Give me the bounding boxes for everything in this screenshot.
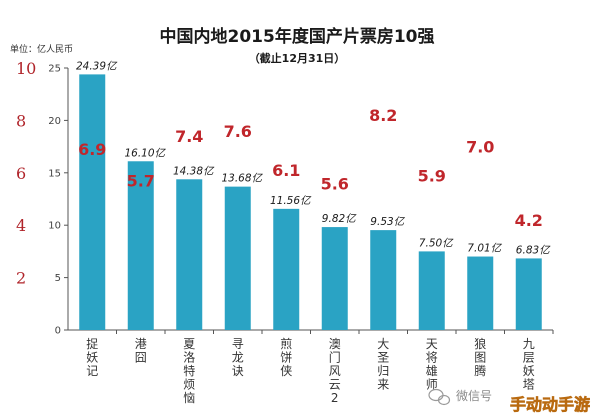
bar-value-label: 9.82亿 (322, 213, 357, 225)
y-axis-label: 单位：亿人民币 (10, 43, 73, 55)
x-tick-label: 九层妖塔 (523, 337, 535, 392)
rating-label: 7.4 (175, 127, 203, 146)
rating-axis-label: 2 (16, 269, 26, 288)
bar (467, 256, 494, 330)
bar (79, 74, 106, 331)
rating-label: 6.9 (78, 140, 106, 159)
bar-value-label: 7.01亿 (467, 243, 502, 255)
x-tick-label: 煎饼侠 (280, 336, 292, 378)
y-tick-label: 10 (48, 221, 61, 232)
bar-value-label: 13.68亿 (221, 173, 263, 185)
bar-value-label: 6.83亿 (516, 244, 551, 256)
rating-label: 8.2 (369, 106, 397, 125)
bar-value-label: 16.10亿 (124, 147, 166, 159)
x-tick-label: 狼图腾 (474, 336, 486, 378)
bar (321, 227, 348, 330)
y-tick-label: 20 (48, 116, 61, 127)
rating-axis-label: 4 (16, 216, 26, 235)
bar-value-label: 9.53亿 (370, 216, 405, 228)
rating-label: 7.0 (466, 138, 494, 157)
rating-axis-label: 10 (16, 59, 36, 78)
watermark: 微信号 手动动手游 (428, 388, 590, 414)
rating-label: 5.6 (321, 174, 349, 193)
rating-label: 6.1 (272, 161, 300, 180)
rating-axis-label: 8 (16, 111, 26, 130)
watermark-right-text: 手动动手游 (510, 395, 590, 414)
x-tick-label: 天将雄师 (426, 337, 438, 392)
rating-label: 7.6 (224, 122, 252, 141)
bar (418, 251, 445, 330)
rating-axis-label: 6 (16, 164, 26, 183)
rating-label: 5.9 (418, 166, 446, 185)
x-tick-label: 澳门风云 2 (329, 337, 341, 405)
bar (127, 161, 154, 330)
bar (370, 230, 397, 330)
wechat-icon (428, 388, 451, 406)
bar-value-label: 24.39亿 (76, 60, 118, 72)
y-tick-label: 5 (55, 273, 61, 284)
bar-value-label: 7.50亿 (419, 237, 454, 249)
bar-value-label: 11.56亿 (270, 195, 312, 207)
bar (224, 186, 251, 330)
rating-label: 5.7 (127, 172, 155, 191)
watermark-left-text: 微信号 (456, 389, 492, 403)
bar (273, 208, 300, 330)
x-tick-label: 捉妖记 (86, 336, 98, 378)
x-tick-label: 大圣归来 (377, 337, 389, 392)
bar (515, 258, 542, 330)
rating-label: 4.2 (515, 211, 543, 230)
bar-value-label: 14.38亿 (173, 165, 215, 177)
bar (176, 179, 203, 330)
x-tick-label: 港囧 (135, 337, 147, 365)
chart-subtitle: （截止12月31日） (249, 51, 346, 65)
y-tick-label: 25 (48, 64, 61, 75)
y-tick-label: 0 (55, 326, 61, 337)
chart-title: 中国内地2015年度国产片票房10强 (160, 26, 435, 47)
x-tick-label: 夏洛特烦恼 (183, 337, 195, 405)
x-tick-label: 寻龙诀 (232, 337, 244, 378)
y-tick-label: 15 (48, 168, 61, 179)
